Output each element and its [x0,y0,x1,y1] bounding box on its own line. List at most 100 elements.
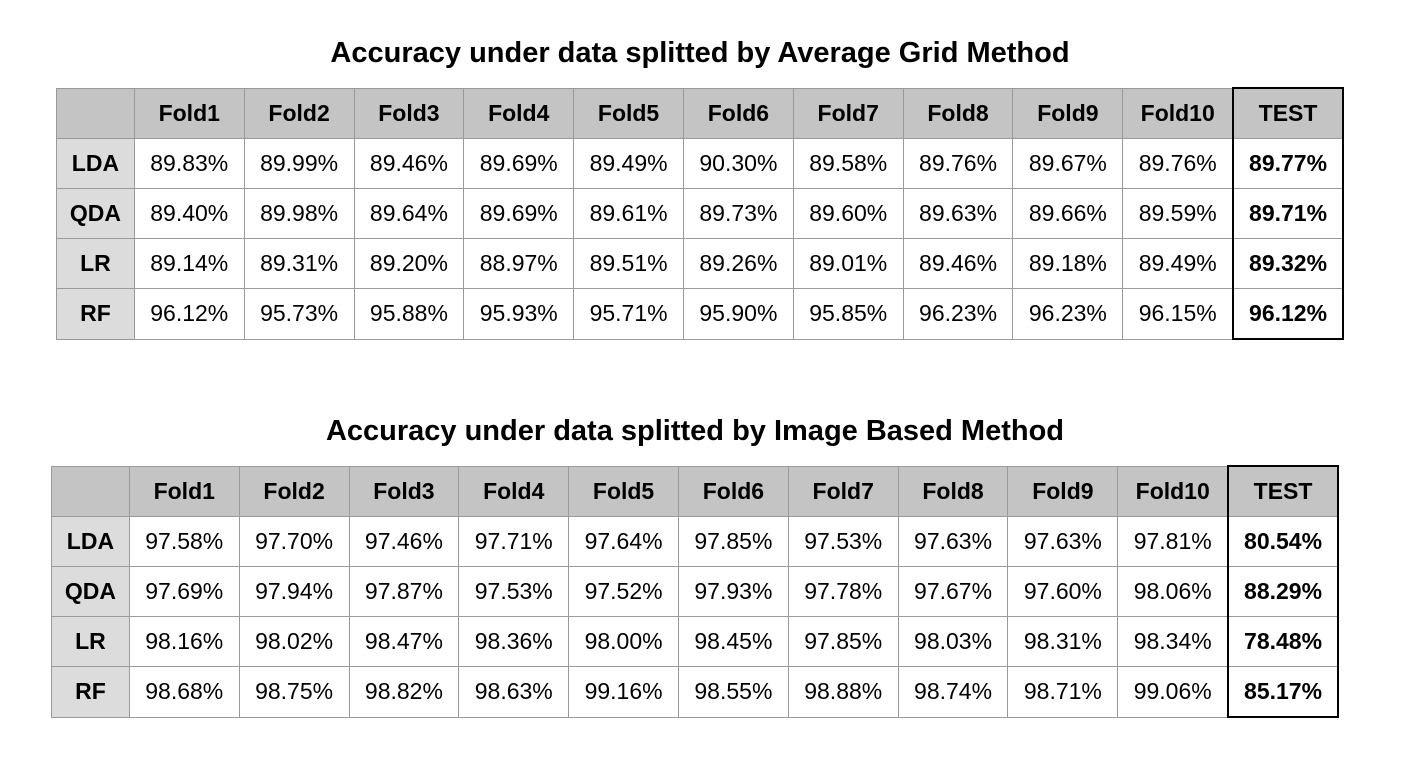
fold-accuracy-cell: 97.63% [897,516,1009,567]
fold-accuracy-cell: 97.94% [238,566,350,617]
average-grid-accuracy-table: Fold1 Fold2 Fold3 Fold4 Fold5 Fold6 Fold7 Fold8… [56,87,1344,340]
fold-accuracy-cell: 89.69% [463,138,575,189]
table-row: LR 89.14% 89.31% 89.20% 88.97% 89.51% 89.26% 89… [56,238,1344,289]
fold-accuracy-cell: 98.63% [458,666,570,718]
fold-accuracy-cell: 95.85% [792,288,904,340]
column-header-test: TEST [1227,465,1339,517]
column-header-test: TEST [1232,87,1344,139]
fold-accuracy-cell: 98.02% [238,616,350,667]
fold-accuracy-cell: 89.67% [1012,138,1124,189]
fold-accuracy-cell: 89.40% [133,188,245,239]
row-header: RF [51,666,130,718]
column-header-fold: Fold4 [458,465,570,517]
fold-accuracy-cell: 98.68% [128,666,240,718]
fold-accuracy-cell: 89.83% [133,138,245,189]
column-header-fold: Fold10 [1117,465,1229,517]
column-header-fold: Fold1 [133,87,245,139]
fold-accuracy-cell: 98.16% [128,616,240,667]
row-header: LDA [56,138,135,189]
fold-accuracy-cell: 89.61% [573,188,684,239]
test-accuracy-cell: 89.77% [1232,138,1344,189]
fold-accuracy-cell: 99.16% [568,666,679,718]
fold-accuracy-cell: 98.55% [677,666,789,718]
fold-accuracy-cell: 88.97% [463,238,575,289]
table-row: LR 98.16% 98.02% 98.47% 98.36% 98.00% 98.45% 97… [51,616,1339,667]
fold-accuracy-cell: 98.00% [568,616,679,667]
fold-accuracy-cell: 89.98% [243,188,355,239]
column-header-fold: Fold5 [568,465,679,517]
fold-accuracy-cell: 95.90% [682,288,794,340]
fold-accuracy-cell: 98.71% [1007,666,1119,718]
fold-accuracy-cell: 98.34% [1117,616,1229,667]
table-title: Accuracy under data splitted by Image Ba… [325,415,1065,447]
fold-accuracy-cell: 97.46% [348,516,460,567]
table-row: QDA 97.69% 97.94% 97.87% 97.53% 97.52% 97.93% 9… [51,566,1339,617]
column-header-fold: Fold6 [677,465,789,517]
fold-accuracy-cell: 89.63% [902,188,1014,239]
fold-accuracy-cell: 89.20% [353,238,465,289]
row-header: QDA [51,566,130,617]
row-header: RF [56,288,135,340]
corner-cell [56,87,135,139]
table-row: RF 98.68% 98.75% 98.82% 98.63% 99.16% 98.55% 98… [51,666,1339,718]
fold-accuracy-cell: 89.69% [463,188,575,239]
fold-accuracy-cell: 89.51% [573,238,684,289]
fold-accuracy-cell: 97.53% [458,566,570,617]
row-header: QDA [56,188,135,239]
fold-accuracy-cell: 99.06% [1117,666,1229,718]
fold-accuracy-cell: 96.23% [902,288,1014,340]
fold-accuracy-cell: 97.64% [568,516,679,567]
fold-accuracy-cell: 89.46% [902,238,1014,289]
fold-accuracy-cell: 89.49% [1122,238,1234,289]
column-header-fold: Fold7 [792,87,904,139]
row-header: LR [56,238,135,289]
table-row: QDA 89.40% 89.98% 89.64% 89.69% 89.61% 89.73% 8… [56,188,1344,239]
column-header-fold: Fold9 [1012,87,1124,139]
corner-cell [51,465,130,517]
fold-accuracy-cell: 97.70% [238,516,350,567]
fold-accuracy-cell: 97.58% [128,516,240,567]
fold-accuracy-cell: 97.53% [787,516,899,567]
fold-accuracy-cell: 97.69% [128,566,240,617]
fold-accuracy-cell: 97.52% [568,566,679,617]
column-header-fold: Fold7 [787,465,899,517]
column-header-fold: Fold3 [348,465,460,517]
table-row: LDA 89.83% 89.99% 89.46% 89.69% 89.49% 90.30% 8… [56,138,1344,189]
fold-accuracy-cell: 90.30% [682,138,794,189]
image-based-accuracy-table: Fold1 Fold2 Fold3 Fold4 Fold5 Fold6 Fold7 Fold8… [51,465,1339,718]
fold-accuracy-cell: 97.85% [677,516,789,567]
fold-accuracy-cell: 98.47% [348,616,460,667]
fold-accuracy-cell: 89.76% [902,138,1014,189]
fold-accuracy-cell: 97.87% [348,566,460,617]
fold-accuracy-cell: 98.82% [348,666,460,718]
fold-accuracy-cell: 89.99% [243,138,355,189]
test-accuracy-cell: 85.17% [1227,666,1339,718]
fold-accuracy-cell: 89.58% [792,138,904,189]
header-row: Fold1 Fold2 Fold3 Fold4 Fold5 Fold6 Fold7 Fold8… [51,465,1339,517]
column-header-fold: Fold6 [682,87,794,139]
test-accuracy-cell: 78.48% [1227,616,1339,667]
column-header-fold: Fold8 [902,87,1014,139]
fold-accuracy-cell: 97.60% [1007,566,1119,617]
fold-accuracy-cell: 97.93% [677,566,789,617]
fold-accuracy-cell: 97.67% [897,566,1009,617]
fold-accuracy-cell: 96.23% [1012,288,1124,340]
column-header-fold: Fold4 [463,87,575,139]
fold-accuracy-cell: 89.76% [1122,138,1234,189]
test-accuracy-cell: 80.54% [1227,516,1339,567]
test-accuracy-cell: 96.12% [1232,288,1344,340]
fold-accuracy-cell: 98.03% [897,616,1009,667]
column-header-fold: Fold1 [128,465,240,517]
column-header-fold: Fold2 [243,87,355,139]
header-row: Fold1 Fold2 Fold3 Fold4 Fold5 Fold6 Fold7 Fold8… [56,87,1344,139]
fold-accuracy-cell: 89.73% [682,188,794,239]
fold-accuracy-cell: 89.01% [792,238,904,289]
fold-accuracy-cell: 97.78% [787,566,899,617]
fold-accuracy-cell: 98.31% [1007,616,1119,667]
column-header-fold: Fold8 [897,465,1009,517]
row-header: LR [51,616,130,667]
row-header: LDA [51,516,130,567]
test-accuracy-cell: 89.32% [1232,238,1344,289]
column-header-fold: Fold9 [1007,465,1119,517]
fold-accuracy-cell: 96.15% [1122,288,1234,340]
